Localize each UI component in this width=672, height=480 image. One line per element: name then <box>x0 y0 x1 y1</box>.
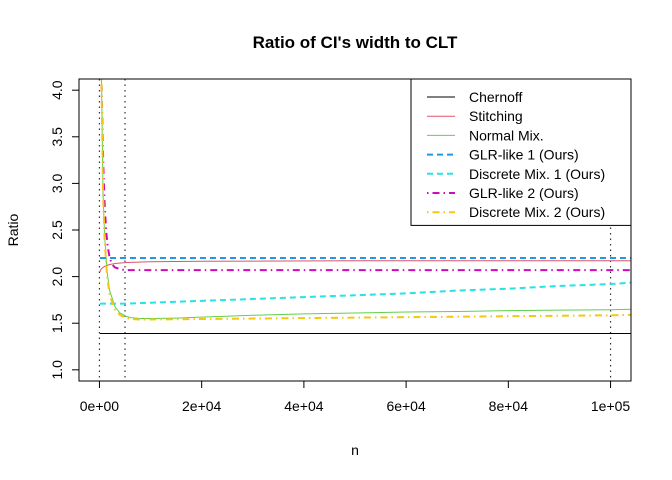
legend-label-6: GLR-like 2 (Ours) <box>469 185 579 201</box>
y-tick-label: 1.5 <box>49 313 65 333</box>
series-line-5 <box>99 281 631 305</box>
legend-box <box>410 78 632 226</box>
series-line-2 <box>99 260 631 273</box>
x-tick-label: 4e+04 <box>284 398 324 414</box>
legend-label-7: Discrete Mix. 2 (Ours) <box>469 204 605 220</box>
y-tick-label: 2.5 <box>49 220 65 240</box>
x-tick-label: 6e+04 <box>386 398 426 414</box>
chart-title: Ratio of CI's width to CLT <box>253 33 458 52</box>
x-axis-title: n <box>351 442 359 458</box>
legend-label-5: Discrete Mix. 1 (Ours) <box>469 166 605 182</box>
y-tick-label: 2.0 <box>49 267 65 287</box>
legend-label-3: Normal Mix. <box>469 127 544 143</box>
x-axis: 0e+00 2e+04 4e+04 6e+04 8e+04 1e+05 <box>80 380 631 414</box>
y-tick-label: 3.0 <box>49 173 65 193</box>
y-tick-label: 4.0 <box>49 80 65 100</box>
y-tick-label: 1.0 <box>49 360 65 380</box>
y-axis: 1.0 1.5 2.0 2.5 3.0 3.5 4.0 <box>49 80 80 380</box>
legend-label-4: GLR-like 1 (Ours) <box>469 147 579 163</box>
x-tick-label: 0e+00 <box>80 398 120 414</box>
legend-label-1: Chernoff <box>469 89 523 105</box>
series-line-7 <box>100 79 631 321</box>
series-line-3 <box>100 79 631 320</box>
legend: Chernoff Stitching Normal Mix. GLR-like 1 (… <box>410 78 632 226</box>
x-tick-label: 1e+05 <box>591 398 631 414</box>
y-axis-title: Ratio <box>5 213 21 246</box>
y-tick-label: 3.5 <box>49 127 65 147</box>
legend-label-2: Stitching <box>469 108 523 124</box>
x-tick-label: 8e+04 <box>489 398 529 414</box>
x-tick-label: 2e+04 <box>182 398 222 414</box>
